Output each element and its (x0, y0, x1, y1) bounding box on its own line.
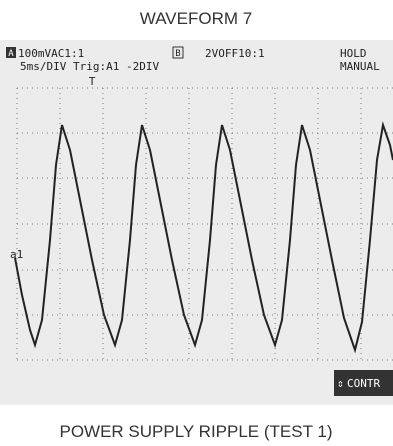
channel-b-icon: B (175, 49, 180, 59)
marker-label: a1 (10, 248, 23, 261)
channel-b-setting: 2VOFF10:1 (205, 47, 265, 60)
page: WAVEFORM 7 A 100mVAC1:1 B 2VOFF10:1 5ms/… (0, 0, 393, 446)
caption: POWER SUPPLY RIPPLE (TEST 1) (59, 422, 332, 441)
contr-icon[interactable]: ⇕ (337, 377, 344, 390)
channel-a-icon: A (8, 49, 14, 59)
screen (0, 40, 393, 405)
status-manual: MANUAL (340, 60, 380, 73)
trigger-marker: T (89, 75, 96, 88)
channel-a-setting: 100mVAC1:1 (18, 47, 84, 60)
status-hold: HOLD (340, 47, 367, 60)
contr-label[interactable]: CONTR (347, 377, 380, 390)
title: WAVEFORM 7 (140, 9, 252, 28)
timebase: 5ms/DIV Trig:A1 -2DIV (20, 60, 159, 73)
